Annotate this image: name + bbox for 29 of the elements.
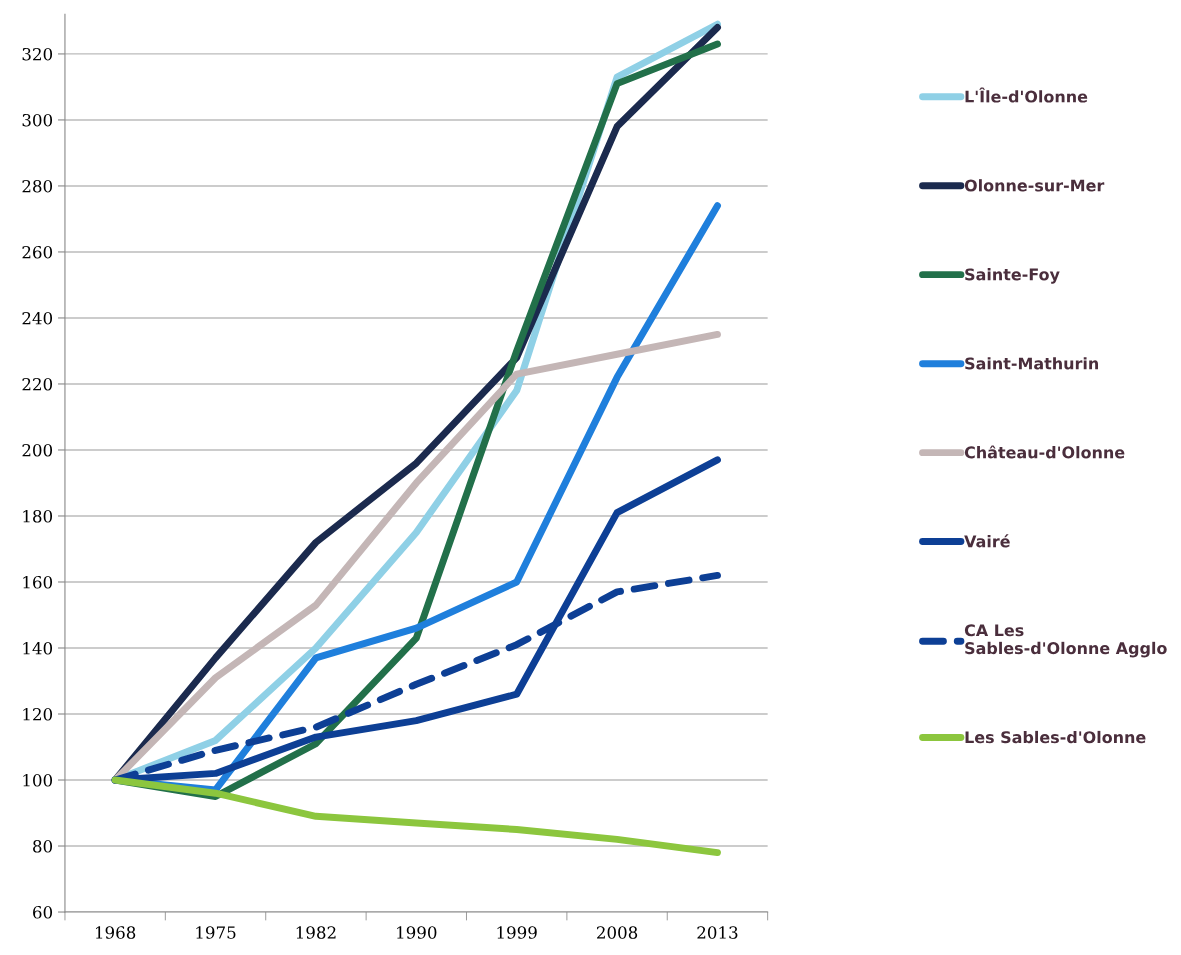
x-tick-label: 1999 bbox=[497, 926, 537, 939]
legend-label: Sainte-Foy bbox=[965, 268, 1060, 284]
y-tick-label: 300 bbox=[22, 113, 53, 127]
x-tick-label: 1990 bbox=[397, 926, 437, 939]
legend-label: Vairé bbox=[964, 534, 1010, 548]
legend-label: Château-d'Olonne bbox=[964, 445, 1125, 459]
y-tick-label: 200 bbox=[22, 443, 53, 457]
x-tick-label: 2013 bbox=[697, 926, 738, 939]
y-tick-label: 80 bbox=[33, 839, 53, 853]
y-tick-label: 280 bbox=[22, 179, 53, 193]
y-tick-label: 100 bbox=[23, 773, 53, 787]
y-tick-label: 260 bbox=[22, 245, 53, 259]
y-tick-label: 180 bbox=[23, 509, 53, 523]
y-tick-label: 320 bbox=[22, 47, 53, 61]
y-tick-label: 60 bbox=[33, 905, 53, 919]
y-tick-label: 160 bbox=[23, 575, 53, 589]
y-tick-label: 240 bbox=[22, 311, 53, 325]
legend-label: Olonne-sur-Mer bbox=[964, 179, 1105, 192]
x-tick-label: 2008 bbox=[596, 926, 638, 939]
legend-label: Saint-Mathurin bbox=[965, 357, 1099, 370]
y-tick-label: 120 bbox=[23, 707, 53, 721]
x-tick-label: 1982 bbox=[296, 926, 336, 939]
x-tick-label: 1968 bbox=[95, 926, 136, 939]
x-tick-label: 1975 bbox=[196, 926, 236, 939]
y-tick-label: 140 bbox=[23, 641, 53, 655]
legend-label: L'Île-d'Olonne bbox=[965, 87, 1088, 103]
legend-label: CA Les Sables-d'Olonne Agglo bbox=[964, 624, 1167, 658]
legend-label: Les Sables-d'Olonne bbox=[965, 730, 1146, 744]
y-tick-label: 220 bbox=[22, 377, 53, 391]
